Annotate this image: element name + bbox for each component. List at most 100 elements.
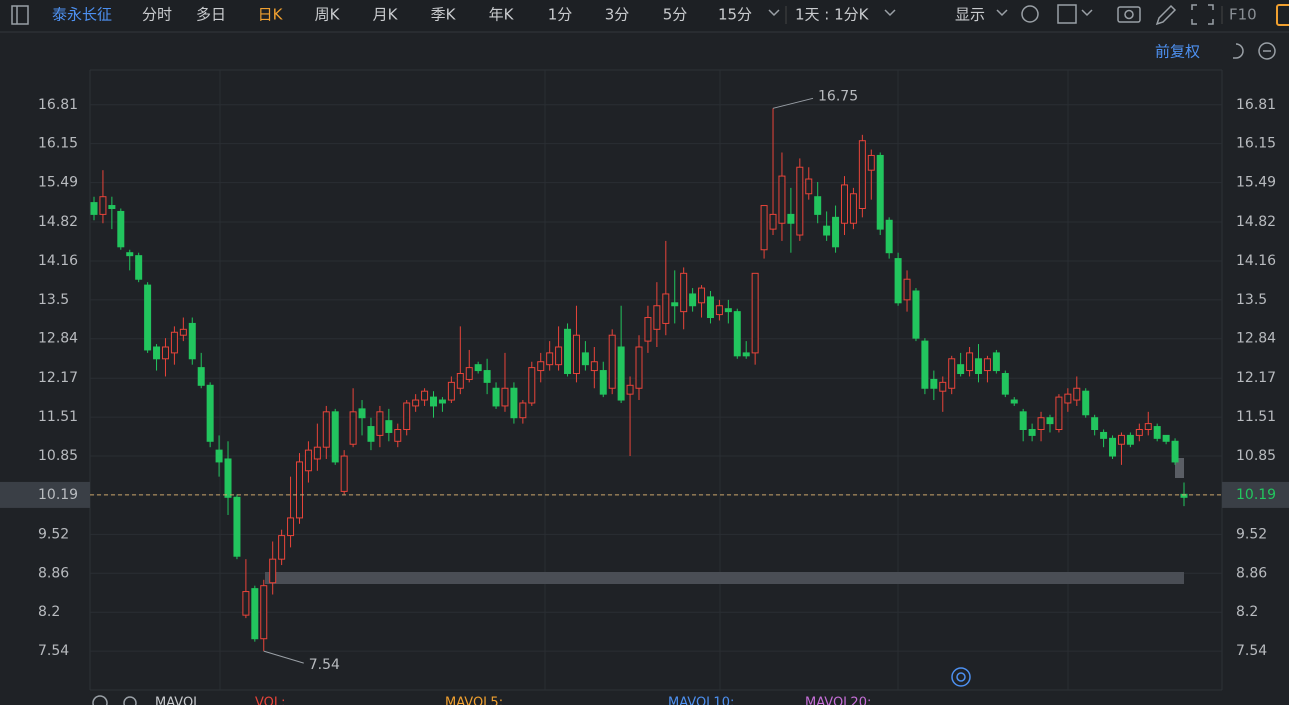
candle-body xyxy=(447,381,455,401)
candle-body xyxy=(885,219,893,254)
candle-body xyxy=(483,370,491,383)
period-dropdown[interactable] xyxy=(768,9,780,17)
adjust-mode[interactable]: 前复权 xyxy=(1155,43,1200,61)
indicator-label: MAVOL xyxy=(155,696,201,705)
side-panel-toggle[interactable] xyxy=(1276,4,1289,26)
candle-body xyxy=(510,387,518,419)
candle-body xyxy=(796,166,804,236)
candle-body xyxy=(1091,417,1099,431)
period-tab[interactable]: 月K xyxy=(373,6,399,24)
range-dropdown[interactable] xyxy=(884,9,896,17)
indicator-close[interactable] xyxy=(123,696,137,705)
candle-body xyxy=(653,305,661,330)
candle-body xyxy=(197,367,205,386)
reset-icon[interactable] xyxy=(1233,43,1244,59)
camera-icon[interactable] xyxy=(1117,6,1141,23)
candle-body xyxy=(1162,434,1170,442)
candle-body xyxy=(1055,396,1063,431)
candle-body xyxy=(599,370,607,395)
candle-body xyxy=(456,373,464,389)
y-tick-label-left: 9.52 xyxy=(38,526,69,542)
candle-body xyxy=(644,317,652,342)
period-tab[interactable]: 3分 xyxy=(605,6,630,24)
candle-body xyxy=(608,334,616,389)
candle-body xyxy=(635,346,643,389)
indicator-label: VOL: xyxy=(255,696,286,705)
period-tab[interactable]: 周K xyxy=(315,6,341,24)
y-tick-label-right: 12.17 xyxy=(1236,370,1276,386)
candle-body xyxy=(948,358,956,389)
checkbox-dropdown[interactable] xyxy=(1081,9,1093,17)
candle-body xyxy=(1109,437,1117,457)
range-select[interactable]: 1天 : 1分K xyxy=(795,6,870,24)
candle-body xyxy=(983,358,991,372)
candle-body xyxy=(501,387,509,407)
candle-body xyxy=(867,154,875,171)
candle-body xyxy=(957,364,965,375)
candle-body xyxy=(117,210,125,248)
low-pointer xyxy=(263,650,304,664)
indicator-label: MAVOL20: xyxy=(805,696,871,705)
y-tick-label-left: 10.85 xyxy=(38,448,78,464)
y-tick-label-right: 8.2 xyxy=(1236,604,1258,620)
period-tab[interactable]: 5分 xyxy=(663,6,688,24)
indicator-label: MAVOL5: xyxy=(445,696,503,705)
checkbox-icon[interactable] xyxy=(1057,4,1077,24)
candle-body xyxy=(787,213,795,224)
draw-icon[interactable] xyxy=(1155,4,1177,26)
candle-body xyxy=(903,278,911,301)
candle-body xyxy=(966,352,974,372)
y-tick-label-right: 15.49 xyxy=(1236,175,1276,191)
candle-body xyxy=(224,458,232,498)
candle-body xyxy=(975,358,983,375)
candle-body xyxy=(1082,390,1090,416)
period-tab[interactable]: 分时 xyxy=(142,6,172,24)
fullscreen-icon[interactable] xyxy=(1191,4,1214,25)
y-tick-label-left: 8.2 xyxy=(38,604,60,620)
candle-body xyxy=(1010,399,1018,404)
candle-body xyxy=(1019,411,1027,431)
f10-button[interactable]: F10 xyxy=(1229,6,1257,24)
y-tick-label-left: 7.54 xyxy=(38,643,69,659)
candle-body xyxy=(1135,429,1143,436)
candle-body xyxy=(555,346,563,366)
period-tab[interactable]: 1分 xyxy=(548,6,573,24)
zoom-out-icon[interactable] xyxy=(1258,42,1276,60)
y-tick-label-right: 13.5 xyxy=(1236,292,1267,308)
candle-body xyxy=(438,399,446,404)
candle-body xyxy=(849,193,857,224)
candle-body xyxy=(430,396,438,407)
display-dropdown[interactable] xyxy=(996,9,1008,17)
stock-name[interactable]: 泰永长征 xyxy=(52,6,112,24)
candle-body xyxy=(921,340,929,389)
y-tick-label-right: 16.81 xyxy=(1236,97,1276,113)
indicator-settings[interactable] xyxy=(92,695,108,705)
candle-body xyxy=(751,272,759,354)
candle-body xyxy=(394,429,402,442)
period-tab[interactable]: 年K xyxy=(489,6,515,24)
sidebar-toggle[interactable] xyxy=(11,5,29,25)
settings-icon[interactable] xyxy=(1021,5,1039,23)
candle-body xyxy=(733,311,741,357)
candle-body xyxy=(376,411,384,436)
at-icon[interactable] xyxy=(951,667,971,687)
candle-body xyxy=(528,367,536,404)
display-menu[interactable]: 显示 xyxy=(955,6,985,24)
candle-body xyxy=(1037,417,1045,431)
candle-body xyxy=(322,411,330,448)
last-price-box-left xyxy=(0,481,90,508)
candle-body xyxy=(385,420,393,433)
candle-body xyxy=(358,408,366,419)
candle-body xyxy=(179,328,187,336)
y-tick-label-left: 14.82 xyxy=(38,214,78,230)
y-tick-label-left: 16.81 xyxy=(38,97,78,113)
period-tab[interactable]: 日K xyxy=(258,6,284,24)
period-tab[interactable]: 多日 xyxy=(196,6,226,24)
period-tab[interactable]: 季K xyxy=(431,6,457,24)
candle-body xyxy=(590,361,598,372)
candle-body xyxy=(769,213,777,230)
period-tab[interactable]: 15分 xyxy=(718,6,752,24)
y-tick-label-left: 15.49 xyxy=(38,175,78,191)
